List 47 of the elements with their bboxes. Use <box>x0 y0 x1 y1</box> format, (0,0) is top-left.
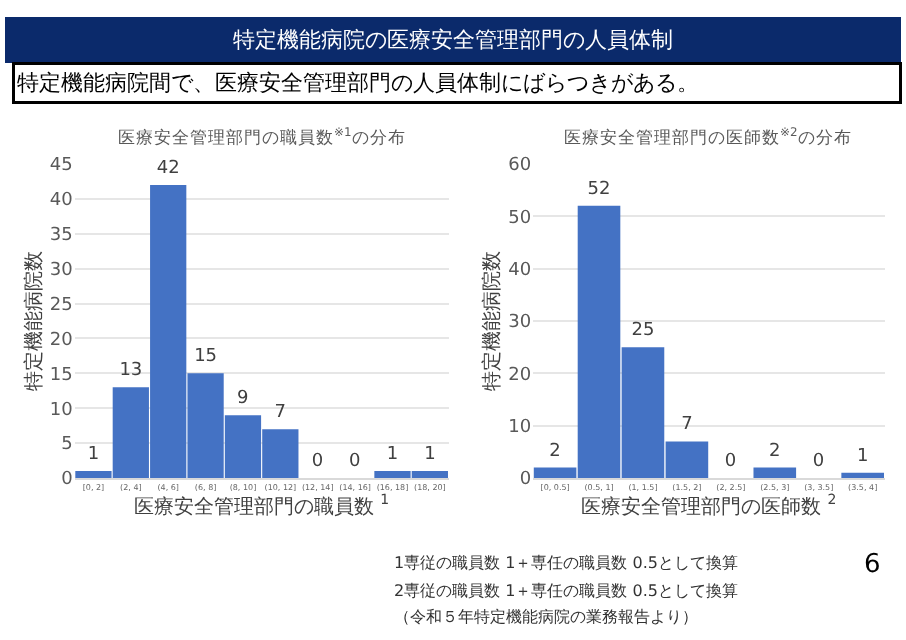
data-label: 0 <box>724 452 737 473</box>
y-tick-label: 50 <box>508 208 532 229</box>
y-tick-label: 30 <box>49 260 74 281</box>
text: 1専従の職員数 1＋専任の職員数 0.5として換算 <box>394 554 738 572</box>
data-label: 9 <box>236 389 249 410</box>
y-axis-title: 特定機能病院数 <box>480 251 505 392</box>
data-label: 52 <box>587 179 611 200</box>
data-label: 1 <box>856 446 869 467</box>
y-tick-label: 60 <box>508 156 532 177</box>
chart-title: 医療安全管理部門の医師数$^{※2}$の分布 <box>564 126 852 150</box>
y-tick-label: 10 <box>508 418 532 439</box>
data-label: 13 <box>119 361 143 382</box>
data-label: 7 <box>274 403 287 424</box>
y-tick-label: 25 <box>49 295 73 316</box>
text: 特定機能病院間で、医療安全管理部門の人員体制にばらつきがある。 <box>17 70 699 96</box>
chart-title: 医療安全管理部門の職員数$^{※1}$の分布 <box>118 126 406 150</box>
y-tick-label: 20 <box>49 330 74 351</box>
data-label: 0 <box>812 452 825 473</box>
y-tick-label: 40 <box>49 191 74 212</box>
y-axis-title: 特定機能病院数 <box>21 251 46 392</box>
text: 2専従の職員数 1＋専任の職員数 0.5として換算 <box>394 582 738 600</box>
y-tick-label: 40 <box>508 260 532 281</box>
y-tick-label: 35 <box>49 226 73 247</box>
y-tick-label: 30 <box>508 313 532 334</box>
data-label: 0 <box>349 452 362 473</box>
y-tick-label: 5 <box>61 435 73 456</box>
data-label: 7 <box>681 415 693 436</box>
x-axis-title: 医療安全管理部門の医師数 $^{2}$ <box>581 492 837 519</box>
data-label: 2 <box>549 441 561 462</box>
y-tick-label: 20 <box>508 365 532 386</box>
data-label: 15 <box>194 347 218 368</box>
data-label: 2 <box>769 441 781 462</box>
y-tick-label: 10 <box>49 400 74 421</box>
text: 特定機能病院の医療安全管理部門の人員体制 <box>233 27 673 53</box>
data-label: 25 <box>631 321 655 342</box>
data-label: 42 <box>156 158 180 179</box>
y-tick-label: 45 <box>49 156 73 177</box>
text: （令和５年特定機能病院の業務報告より） <box>394 608 698 626</box>
data-label: 1 <box>87 445 100 466</box>
text: 6 <box>864 550 881 580</box>
data-label: 0 <box>311 452 324 473</box>
data-label: 1 <box>386 445 399 466</box>
y-tick-label: 15 <box>49 365 73 386</box>
y-tick-label: 0 <box>61 470 74 491</box>
x-axis-title: 医療安全管理部門の職員数 $^{1}$ <box>133 492 390 519</box>
data-label: 1 <box>424 445 436 466</box>
y-tick-label: 0 <box>519 470 532 491</box>
